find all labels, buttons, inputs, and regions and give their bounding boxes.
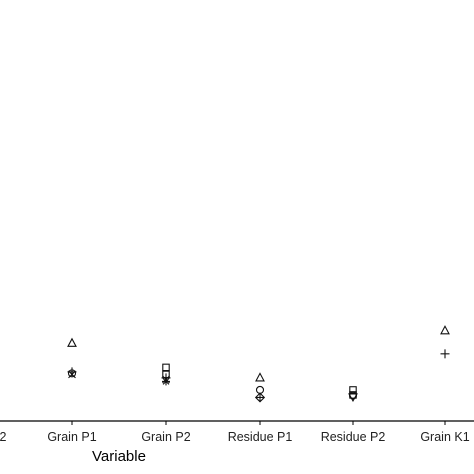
marks-layer: [67, 325, 450, 403]
data-point-plus: [161, 373, 171, 383]
x-tick-label-residue-p2: Residue P2: [321, 430, 386, 444]
data-point-square: [162, 363, 170, 372]
data-point-plus: [440, 349, 450, 359]
x-tick-label-residue-p1: Residue P1: [228, 430, 293, 444]
x-axis-title: Variable: [92, 448, 146, 465]
x-ticks: [71, 421, 446, 425]
data-point-triangle-down: [348, 393, 358, 403]
x-tick-label-n2: \2: [0, 430, 6, 444]
x-tick-label-grain-k1: Grain K1: [420, 430, 469, 444]
data-point-cross: [68, 370, 76, 379]
x-tick-labels: \2 Grain P1 Grain P2 Residue P1 Residue …: [0, 430, 470, 444]
x-tick-label-grain-p2: Grain P2: [141, 430, 190, 444]
data-point-square: [349, 386, 357, 394]
data-point-triangle: [255, 372, 265, 382]
x-tick-label-grain-p1: Grain P1: [47, 430, 96, 444]
data-point-plus: [255, 392, 265, 402]
data-point-triangle: [440, 325, 450, 335]
data-point-triangle: [67, 337, 77, 347]
